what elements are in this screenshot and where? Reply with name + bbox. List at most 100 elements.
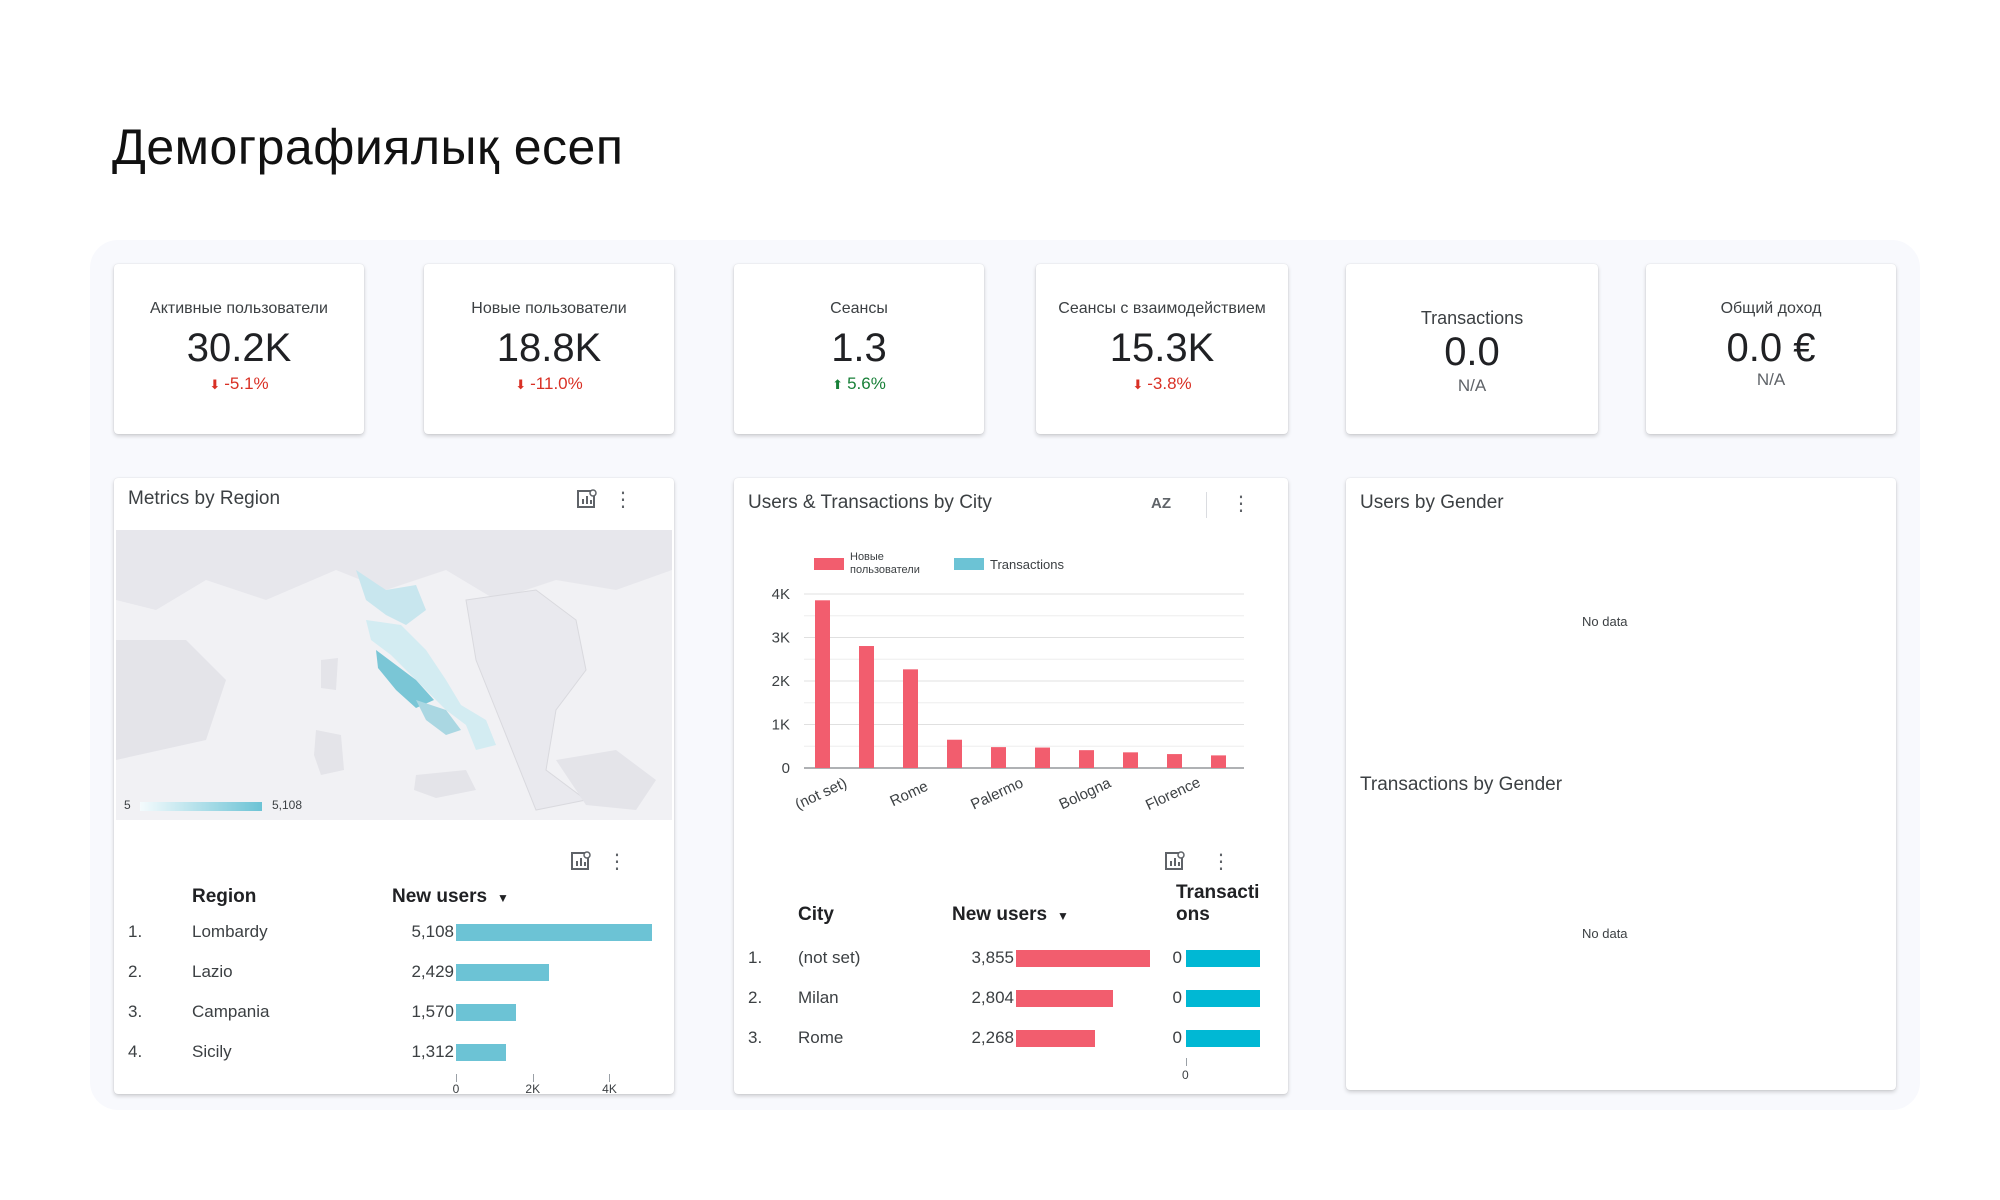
row-users-bar	[1016, 990, 1113, 1007]
row-users-value: 2,804	[971, 988, 1014, 1007]
kpi-value: 0.0 €	[1726, 326, 1816, 370]
kpi-label: Активные пользователи	[150, 300, 328, 317]
kpi-delta: ⬇ -11.0%	[515, 374, 583, 393]
kpi-total-revenue[interactable]: Общий доход 0.0 € N/A	[1646, 264, 1896, 434]
legend-max: 5,108	[272, 798, 303, 812]
y-tick-label: 1K	[772, 717, 790, 734]
divider	[1206, 492, 1207, 518]
metrics-by-region-card: Metrics by Region ⋮ 5	[114, 478, 674, 1096]
kpi-transactions[interactable]: Transactions 0.0 N/A	[1346, 264, 1598, 434]
kpi-delta: ⬇ -3.8%	[1132, 374, 1192, 393]
map-legend: 5 5,108	[122, 798, 342, 816]
y-tick-label: 3K	[772, 630, 790, 647]
kpi-value: 15.3K	[1109, 326, 1215, 370]
bar-new-users	[1035, 747, 1050, 768]
row-region: Sicily	[192, 1042, 232, 1061]
kpi-delta: N/A	[1457, 376, 1487, 395]
row-users-value: 2,268	[971, 1028, 1014, 1047]
row-transactions-bar	[1186, 990, 1260, 1007]
row-rank: 2.	[128, 962, 143, 981]
legend-label-new-users: Новые пользователи	[850, 551, 920, 576]
row-users-bar	[456, 924, 652, 941]
row-users-value: 1,312	[411, 1042, 454, 1061]
x-tick-label: Rome	[887, 778, 930, 810]
chart-options-icon[interactable]	[1162, 848, 1188, 874]
axis-tick-mark	[456, 1074, 457, 1082]
city-bar-chart[interactable]: 0 1K 2K 3K 4K (not set) Rome Palermo Bologna Flor…	[734, 538, 1288, 828]
row-users-value: 2,429	[411, 962, 454, 981]
y-tick-label: 2K	[772, 673, 790, 690]
x-tick-label: Bologna	[1057, 774, 1115, 813]
bar-new-users	[1167, 754, 1182, 768]
row-users-value: 1,570	[411, 1002, 454, 1021]
axis-tick-label: 0	[452, 1082, 460, 1096]
more-vert-icon[interactable]: ⋮	[613, 488, 633, 511]
col-header-region[interactable]: Region	[192, 886, 257, 907]
arrow-down-icon: ⬇	[1132, 377, 1144, 392]
row-transactions-value: 0	[1172, 1028, 1182, 1047]
row-city: (not set)	[798, 948, 861, 967]
kpi-label: Сеансы	[830, 300, 888, 317]
bar-new-users	[1123, 752, 1138, 768]
kpi-delta: ⬆ 5.6%	[832, 374, 886, 393]
kpi-value: 18.8K	[496, 326, 602, 370]
kpi-delta: N/A	[1756, 370, 1786, 389]
region-table: Region New users ▼ 1. Lombardy 5,108 2. Lazio…	[114, 886, 674, 1096]
row-users-value: 5,108	[411, 922, 454, 941]
row-region: Lazio	[192, 962, 233, 981]
kpi-active-users[interactable]: Активные пользователи 30.2K ⬇ -5.1%	[114, 264, 364, 434]
dashboard-canvas: Активные пользователи 30.2K ⬇ -5.1% Новые…	[90, 240, 1920, 1110]
bar-new-users	[947, 739, 962, 768]
kpi-engaged-sessions[interactable]: Сеансы с взаимодействием 15.3K ⬇ -3.8%	[1036, 264, 1288, 434]
sort-desc-icon: ▼	[1057, 909, 1069, 923]
row-users-bar	[456, 1004, 516, 1021]
arrow-up-icon: ⬆	[832, 377, 844, 392]
row-rank: 2.	[748, 988, 763, 1007]
legend-swatch-new-users	[814, 558, 844, 570]
x-tick-label: Palermo	[968, 774, 1026, 813]
more-vert-icon[interactable]: ⋮	[1211, 850, 1231, 873]
legend-gradient	[140, 802, 262, 811]
more-vert-icon[interactable]: ⋮	[1231, 492, 1251, 515]
col-header-new-users[interactable]: New users ▼	[392, 886, 509, 907]
row-transactions-bar	[1186, 1030, 1260, 1047]
kpi-label: Transactions	[1420, 308, 1524, 328]
bar-new-users	[859, 646, 874, 768]
row-city: Rome	[798, 1028, 844, 1047]
row-transactions-value: 0	[1172, 988, 1182, 1007]
row-rank: 3.	[128, 1002, 143, 1021]
kpi-value: 0.0	[1444, 330, 1500, 374]
sort-az-icon[interactable]: AZ	[1151, 494, 1171, 512]
x-tick-label: (not set)	[793, 775, 850, 814]
row-transactions-value: 0	[1172, 948, 1182, 967]
kpi-value: 30.2K	[186, 326, 292, 370]
row-users-bar	[1016, 1030, 1095, 1047]
sort-desc-icon: ▼	[497, 891, 509, 905]
col-header-city[interactable]: City	[798, 904, 834, 925]
kpi-value: 1.3	[831, 326, 887, 370]
bar-new-users	[815, 600, 830, 768]
row-region: Lombardy	[192, 922, 268, 941]
col-header-transactions[interactable]: Transacti ons	[1176, 882, 1260, 925]
row-rank: 4.	[128, 1042, 143, 1061]
more-vert-icon[interactable]: ⋮	[607, 850, 627, 873]
bar-new-users	[1079, 750, 1094, 768]
legend-min: 5	[124, 798, 131, 812]
chart-options-icon[interactable]	[568, 848, 594, 874]
kpi-delta: ⬇ -5.1%	[209, 374, 269, 393]
card-title: Users & Transactions by City	[748, 492, 992, 513]
kpi-sessions[interactable]: Сеансы 1.3 ⬆ 5.6%	[734, 264, 984, 434]
col-header-new-users[interactable]: New users ▼	[952, 904, 1069, 925]
row-city: Milan	[798, 988, 839, 1007]
kpi-label: Общий доход	[1720, 300, 1822, 317]
arrow-down-icon: ⬇	[515, 377, 527, 392]
region-map[interactable]: 5 5,108	[116, 530, 672, 820]
gender-card: Users by Gender No data Transactions by …	[1346, 478, 1896, 1090]
axis-tick-label: 4K	[602, 1082, 617, 1096]
row-rank: 1.	[748, 948, 763, 967]
chart-options-icon[interactable]	[574, 486, 600, 512]
axis-tick-mark	[532, 1074, 534, 1082]
kpi-new-users[interactable]: Новые пользователи 18.8K ⬇ -11.0%	[424, 264, 674, 434]
row-rank: 1.	[128, 922, 143, 941]
users-transactions-by-city-card: Users & Transactions by City AZ ⋮ 0 1K 2K 3…	[734, 478, 1288, 1094]
